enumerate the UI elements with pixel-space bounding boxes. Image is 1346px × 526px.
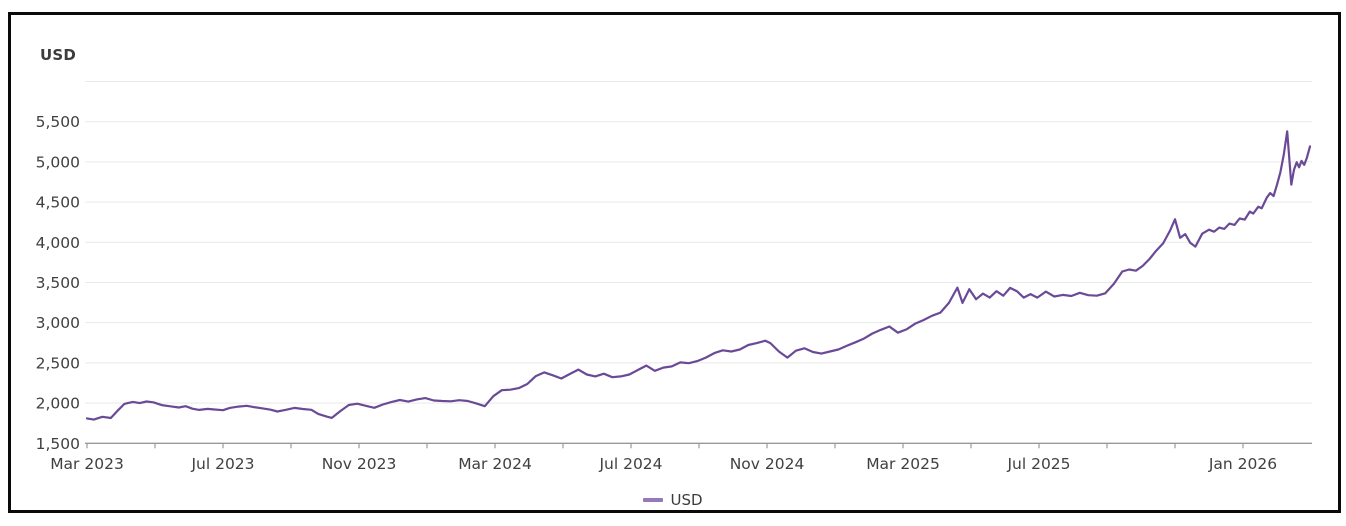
y-axis-tick-label: 2,500 (36, 354, 80, 372)
x-axis-tick-label: Nov 2024 (730, 455, 805, 473)
y-axis-labels: 5,500 5,000 4,500 4,000 3,500 3,000 2,500 2,000… (36, 113, 80, 453)
x-axis-tick-label: Nov 2023 (322, 455, 397, 473)
chart-frame (8, 12, 1341, 513)
gridlines (85, 80, 1312, 444)
x-axis-tick-label: Jul 2024 (598, 455, 662, 473)
y-axis-tick-label: 1,500 (36, 435, 80, 453)
chart-title: USD (40, 46, 77, 64)
y-axis-tick-label: 4,000 (36, 234, 80, 252)
y-axis-tick-label: 5,500 (36, 113, 80, 131)
legend-label: USD (670, 491, 703, 509)
x-axis-tick-label: Jul 2023 (190, 455, 254, 473)
x-axis-tick-label: Mar 2024 (458, 455, 532, 473)
x-axis-tick-label: Jan 2026 (1208, 455, 1277, 473)
y-axis-tick-label: 4,500 (36, 194, 80, 212)
series-lines (85, 130, 1312, 421)
y-axis-tick-label: 2,000 (36, 395, 80, 413)
x-axis-labels: Mar 2023 Jul 2023 Nov 2023 Mar 2024 Jul 2024… (50, 455, 1277, 473)
y-axis-tick-label: 3,500 (36, 274, 80, 292)
y-axis-tick-label: 3,000 (36, 314, 80, 332)
price-line-usd (85, 130, 1312, 421)
y-axis-tick-label: 5,000 (36, 153, 80, 171)
x-axis-tick-label: Jul 2025 (1006, 455, 1070, 473)
legend: USD (0, 490, 1346, 510)
legend-line-swatch (643, 498, 664, 502)
x-axis-tick-label: Mar 2023 (50, 455, 124, 473)
x-axis-tick-label: Mar 2025 (866, 455, 940, 473)
x-axis (86, 443, 1244, 449)
